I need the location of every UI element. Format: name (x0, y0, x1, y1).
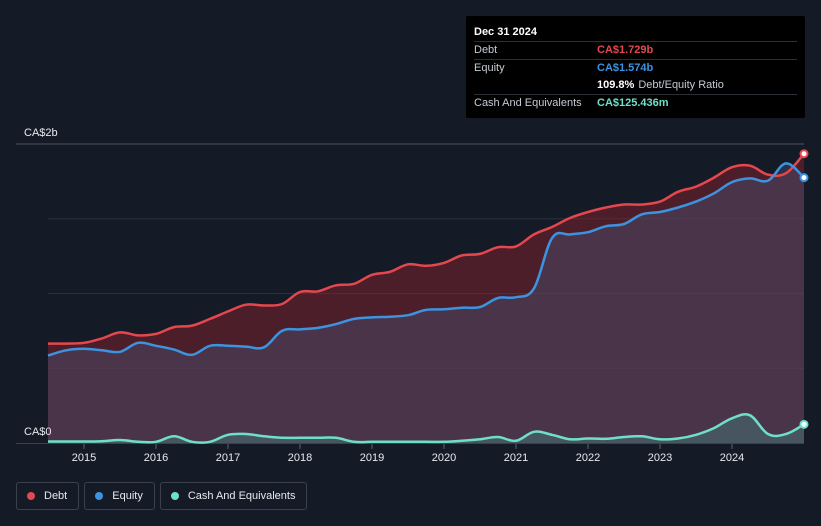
x-tick-label-2017: 2017 (216, 452, 240, 464)
line-layer (47, 152, 805, 444)
tooltip-ratio-label: Debt/Equity Ratio (638, 79, 724, 91)
legend-label-equity: Equity (112, 490, 143, 502)
tooltip-row-cash: Cash And Equivalents CA$125.436m (474, 94, 797, 112)
tooltip-cash-label: Cash And Equivalents (474, 97, 582, 109)
debt-end-marker (799, 149, 809, 159)
tooltip-equity-label: Equity (474, 62, 505, 74)
legend-label-cash: Cash And Equivalents (187, 490, 296, 502)
x-tick-label-2024: 2024 (720, 452, 744, 464)
cash-dot-icon (170, 492, 179, 500)
cash-line (48, 413, 805, 444)
grid-layer (16, 143, 804, 444)
tooltip-cash-value: CA$125.436m (597, 97, 669, 109)
equity-line (47, 162, 805, 357)
tooltip-equity-value: CA$1.574b (597, 62, 654, 74)
legend-item-equity[interactable]: Equity (84, 482, 155, 510)
cash-area (48, 414, 804, 443)
tooltip-row-ratio: 109.8% Debt/Equity Ratio (474, 77, 797, 94)
tooltip-ratio-value: 109.8% (597, 79, 635, 91)
tooltip-row-equity: Equity CA$1.574b (474, 59, 797, 77)
debt-dot-icon (27, 492, 35, 500)
x-tick-label-2022: 2022 (576, 452, 600, 464)
data-tooltip: Dec 31 2024 Debt CA$1.729b Equity CA$1.5… (466, 16, 805, 118)
x-tick-label-2023: 2023 (648, 452, 672, 464)
tooltip-ratio-spacer (474, 77, 597, 94)
x-tick-label-2020: 2020 (432, 452, 456, 464)
tooltip-debt-label: Debt (474, 44, 498, 56)
marker-layer (799, 149, 809, 429)
x-tick-label-2018: 2018 (288, 452, 312, 464)
x-tick-label-2016: 2016 (144, 452, 168, 464)
y-tick-label-zero: CA$0 (24, 426, 52, 438)
equity-dot-icon (95, 492, 104, 500)
cash-end-marker (799, 419, 809, 429)
legend-item-debt[interactable]: Debt (16, 482, 80, 510)
x-tick-label-2015: 2015 (72, 452, 96, 464)
debt-line (47, 152, 805, 345)
x-axis-ticks: 2015 2016 2017 2018 2019 2020 2021 2022 2023 2024 (72, 444, 744, 464)
tooltip-row-debt: Debt CA$1.729b (474, 41, 797, 59)
area-layer (48, 153, 804, 443)
equity-area (48, 163, 804, 443)
equity-end-marker (799, 173, 809, 183)
tooltip-date: Dec 31 2024 (474, 26, 537, 38)
tooltip-debt-value: CA$1.729b (597, 44, 654, 56)
x-tick-label-2021: 2021 (504, 452, 528, 464)
legend-item-cash[interactable]: Cash And Equivalents (159, 482, 308, 510)
chart-legend: Debt Equity Cash And Equivalents (16, 482, 308, 510)
y-tick-label-max: CA$2b (24, 127, 58, 139)
legend-label-debt: Debt (44, 490, 68, 502)
x-tick-label-2019: 2019 (360, 452, 384, 464)
